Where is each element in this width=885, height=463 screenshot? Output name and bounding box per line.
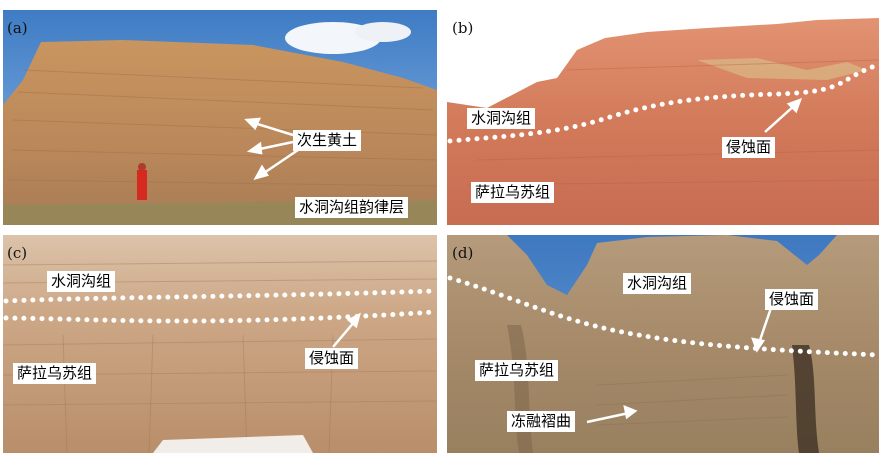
photo-panel-c: (c) 水洞沟组 侵蚀面 萨拉乌苏组: [3, 235, 437, 453]
tag-cryoturbation-d: 冻融褶曲: [507, 411, 576, 432]
tag-shuidonggou-d: 水洞沟组: [623, 273, 692, 294]
tag-salawusu-c: 萨拉乌苏组: [13, 363, 97, 384]
tag-erosion-b: 侵蚀面: [722, 137, 776, 158]
panel-label-d: (d): [452, 244, 474, 262]
tag-salawusu-d: 萨拉乌苏组: [475, 360, 559, 381]
tag-shuidonggou-b: 水洞沟组: [467, 108, 536, 129]
tag-salawusu-b: 萨拉乌苏组: [471, 182, 555, 203]
photo-panel-b: (b) 水洞沟组 侵蚀面 萨拉乌苏组: [447, 10, 879, 225]
photo-panel-a: (a) 次生黄土 水洞沟组韵律层: [3, 10, 437, 225]
tag-secondary-loess: 次生黄土: [293, 130, 362, 151]
tag-rhythm-layer: 水洞沟组韵律层: [295, 197, 409, 218]
outcrop-photo-d: [447, 235, 879, 453]
panel-label-a: (a): [7, 19, 28, 37]
outcrop-photo-a: [3, 10, 437, 225]
tag-erosion-c: 侵蚀面: [305, 348, 359, 369]
panel-label-b: (b): [452, 19, 474, 37]
tag-shuidonggou-c: 水洞沟组: [47, 271, 116, 292]
outcrop-photo-c: [3, 235, 437, 453]
panel-label-c: (c): [7, 244, 28, 262]
photo-panel-d: (d) 水洞沟组 侵蚀面 萨拉乌苏组 冻融褶曲: [447, 235, 879, 453]
tag-erosion-d: 侵蚀面: [765, 289, 819, 310]
